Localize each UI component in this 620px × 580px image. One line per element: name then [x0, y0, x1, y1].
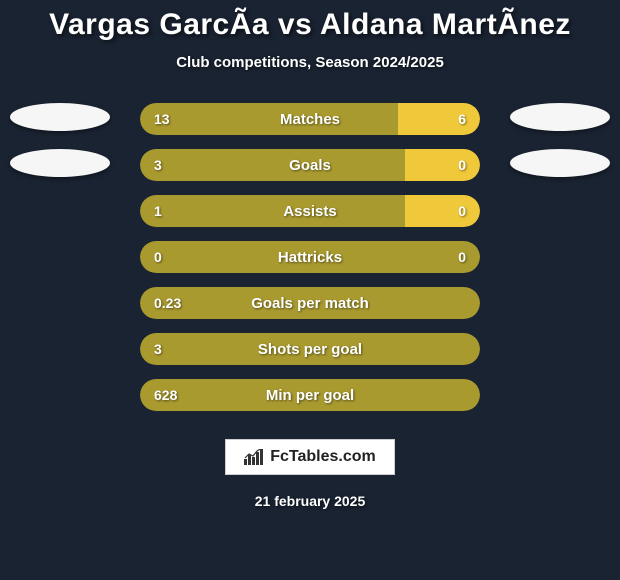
stat-bar-left	[140, 333, 480, 365]
stat-row: 3Shots per goal	[140, 333, 480, 365]
right-team-badges	[510, 103, 610, 177]
left-team-badges	[10, 103, 110, 177]
page-title: Vargas GarcÃa vs Aldana MartÃnez	[49, 8, 571, 42]
right-badge-2	[510, 149, 610, 177]
stat-bar-track	[140, 333, 480, 365]
stat-row: 1Assists0	[140, 195, 480, 227]
stat-bar-left	[140, 149, 405, 181]
stat-row: 0Hattricks0	[140, 241, 480, 273]
stat-bar-track	[140, 149, 480, 181]
stat-bars-column: 13Matches6 3Goals0 1Assists0 0Hattricks0 0.2…	[140, 103, 480, 411]
left-badge-1	[10, 103, 110, 131]
left-badge-2	[10, 149, 110, 177]
page-subtitle: Club competitions, Season 2024/2025	[176, 54, 444, 71]
stat-bar-right	[398, 103, 480, 135]
stat-bar-track	[140, 379, 480, 411]
date-text: 21 february 2025	[255, 493, 366, 509]
stat-bar-right	[405, 195, 480, 227]
stat-bar-left	[140, 195, 405, 227]
stat-bar-left	[140, 103, 398, 135]
stats-area: 13Matches6 3Goals0 1Assists0 0Hattricks0 0.2…	[0, 103, 620, 411]
stat-bar-left	[140, 379, 480, 411]
chart-bars-icon	[244, 449, 264, 465]
stat-row: 628Min per goal	[140, 379, 480, 411]
right-badge-1	[510, 103, 610, 131]
stat-bar-track	[140, 195, 480, 227]
stat-row: 13Matches6	[140, 103, 480, 135]
stat-bar-track	[140, 103, 480, 135]
footer-logo[interactable]: FcTables.com	[225, 439, 395, 475]
stat-bar-track	[140, 287, 480, 319]
stat-row: 3Goals0	[140, 149, 480, 181]
stat-row: 0.23Goals per match	[140, 287, 480, 319]
footer-logo-text: FcTables.com	[270, 448, 376, 466]
stat-bar-track	[140, 241, 480, 273]
stat-bar-left	[140, 241, 480, 273]
stat-bar-left	[140, 287, 480, 319]
stat-bar-right	[405, 149, 480, 181]
